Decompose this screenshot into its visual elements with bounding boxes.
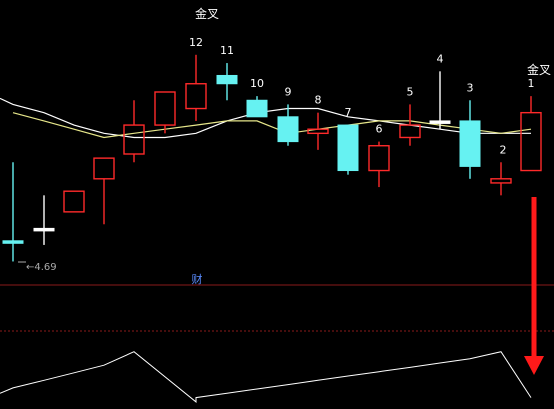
candle-body [520, 111, 542, 172]
candle-body [216, 74, 238, 85]
candle-count-label: 2 [500, 143, 507, 156]
candle-count-label: 3 [467, 81, 474, 94]
candle [216, 63, 238, 101]
candle [368, 141, 390, 188]
low-price-label: ←4.69 [26, 262, 57, 273]
candle [307, 112, 329, 150]
candle-count-label: 8 [315, 94, 322, 107]
candle-body [63, 190, 85, 213]
candle-count-label: 7 [345, 106, 352, 119]
candle [520, 96, 542, 172]
golden-cross-label: 金叉 [527, 62, 551, 77]
candle-count-label: 1 [528, 77, 535, 90]
candle-body [490, 178, 512, 184]
candle-body [277, 116, 299, 143]
ma-yellow-line [12, 112, 532, 139]
candle-body [399, 124, 421, 139]
candle-body [33, 227, 55, 232]
candle-body [246, 99, 268, 118]
candle-body [459, 120, 481, 167]
candle [63, 190, 85, 213]
candles [2, 54, 542, 262]
candle-body [2, 240, 24, 244]
candle [185, 54, 207, 121]
grid-lines [0, 284, 554, 332]
candle-body [307, 128, 329, 135]
candle [429, 71, 451, 130]
candle [399, 104, 421, 146]
candle-count-label: 10 [250, 77, 264, 90]
down-arrow [524, 197, 544, 375]
candle-body [154, 91, 176, 126]
candle-body [123, 124, 145, 155]
indicator-line [0, 351, 532, 403]
candle [246, 96, 268, 118]
candle-body [93, 157, 115, 180]
candle-body [185, 83, 207, 110]
golden-cross-label: 金叉 [195, 6, 219, 21]
candle-body [368, 145, 390, 172]
candle-count-label: 5 [407, 85, 414, 98]
candle [33, 195, 55, 245]
candle [93, 157, 115, 225]
candle-count-label: 12 [189, 36, 203, 49]
candle [123, 100, 145, 163]
candle-count-label: 11 [220, 44, 234, 57]
candle-body [337, 124, 359, 172]
candle [459, 100, 481, 179]
candle [2, 162, 24, 262]
candle-body [429, 120, 451, 124]
candle-count-label: 4 [437, 52, 444, 65]
arrow-head [524, 356, 544, 375]
candle [337, 124, 359, 175]
candle [277, 104, 299, 146]
candle-count-label: 6 [376, 123, 383, 136]
indicator-label: 财 [192, 272, 203, 286]
indicator-panel [0, 351, 532, 403]
candle-count-labels: 12 11 10 9 8 7 6 5 4 3 2 1 [189, 36, 535, 156]
candle [490, 162, 512, 196]
candle [154, 91, 176, 134]
candle-count-label: 9 [285, 85, 292, 98]
